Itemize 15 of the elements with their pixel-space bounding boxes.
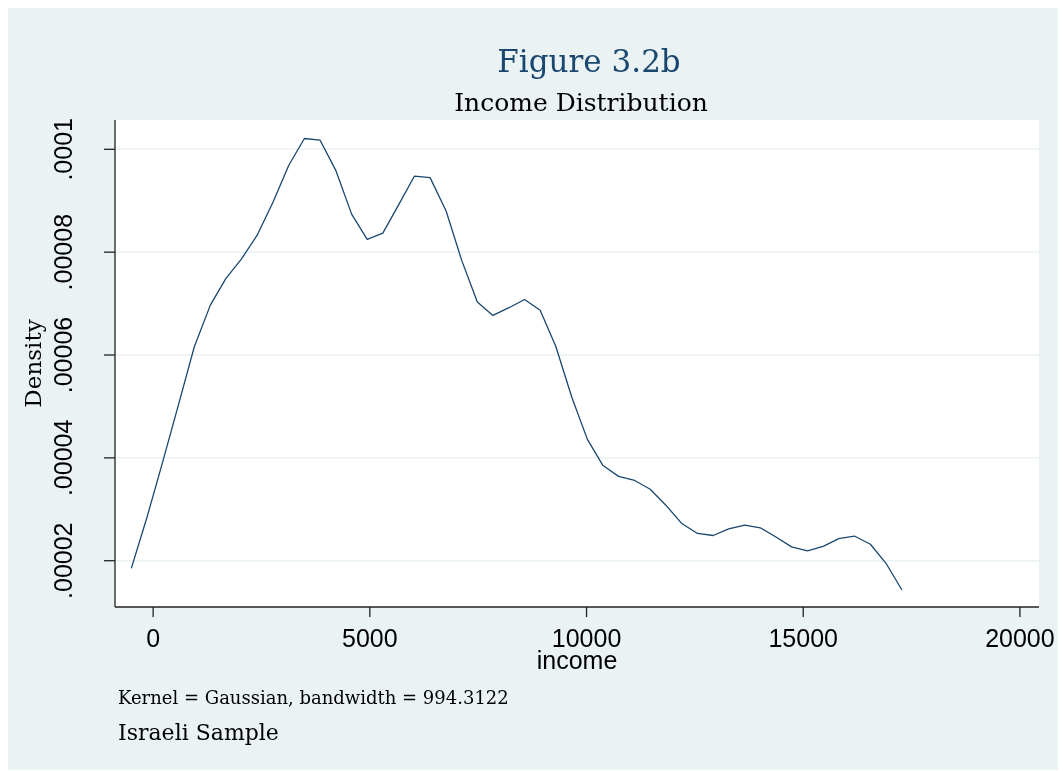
- text: Israeli Sample: [118, 720, 279, 745]
- x-tick-label: 0: [146, 624, 161, 652]
- text: Kernel = Gaussian, bandwidth = 994.3122: [118, 687, 509, 708]
- y-axis-title: Density: [20, 319, 46, 408]
- y-tick-label: .00004: [49, 419, 77, 497]
- y-tick-label: .00006: [49, 316, 77, 394]
- x-tick-label: 20000: [985, 624, 1055, 652]
- y-tick-label: .0001: [49, 118, 77, 181]
- y-tick-label: .00002: [49, 522, 77, 599]
- line-series: [130, 137, 903, 591]
- x-tick-label: 15000: [768, 624, 838, 652]
- x-tick-label: 5000: [342, 624, 398, 652]
- chart-subtitle: Income Distribution: [454, 88, 708, 117]
- y-tick-label: .00008: [49, 213, 77, 291]
- chart-title: Figure 3.2b: [497, 43, 681, 79]
